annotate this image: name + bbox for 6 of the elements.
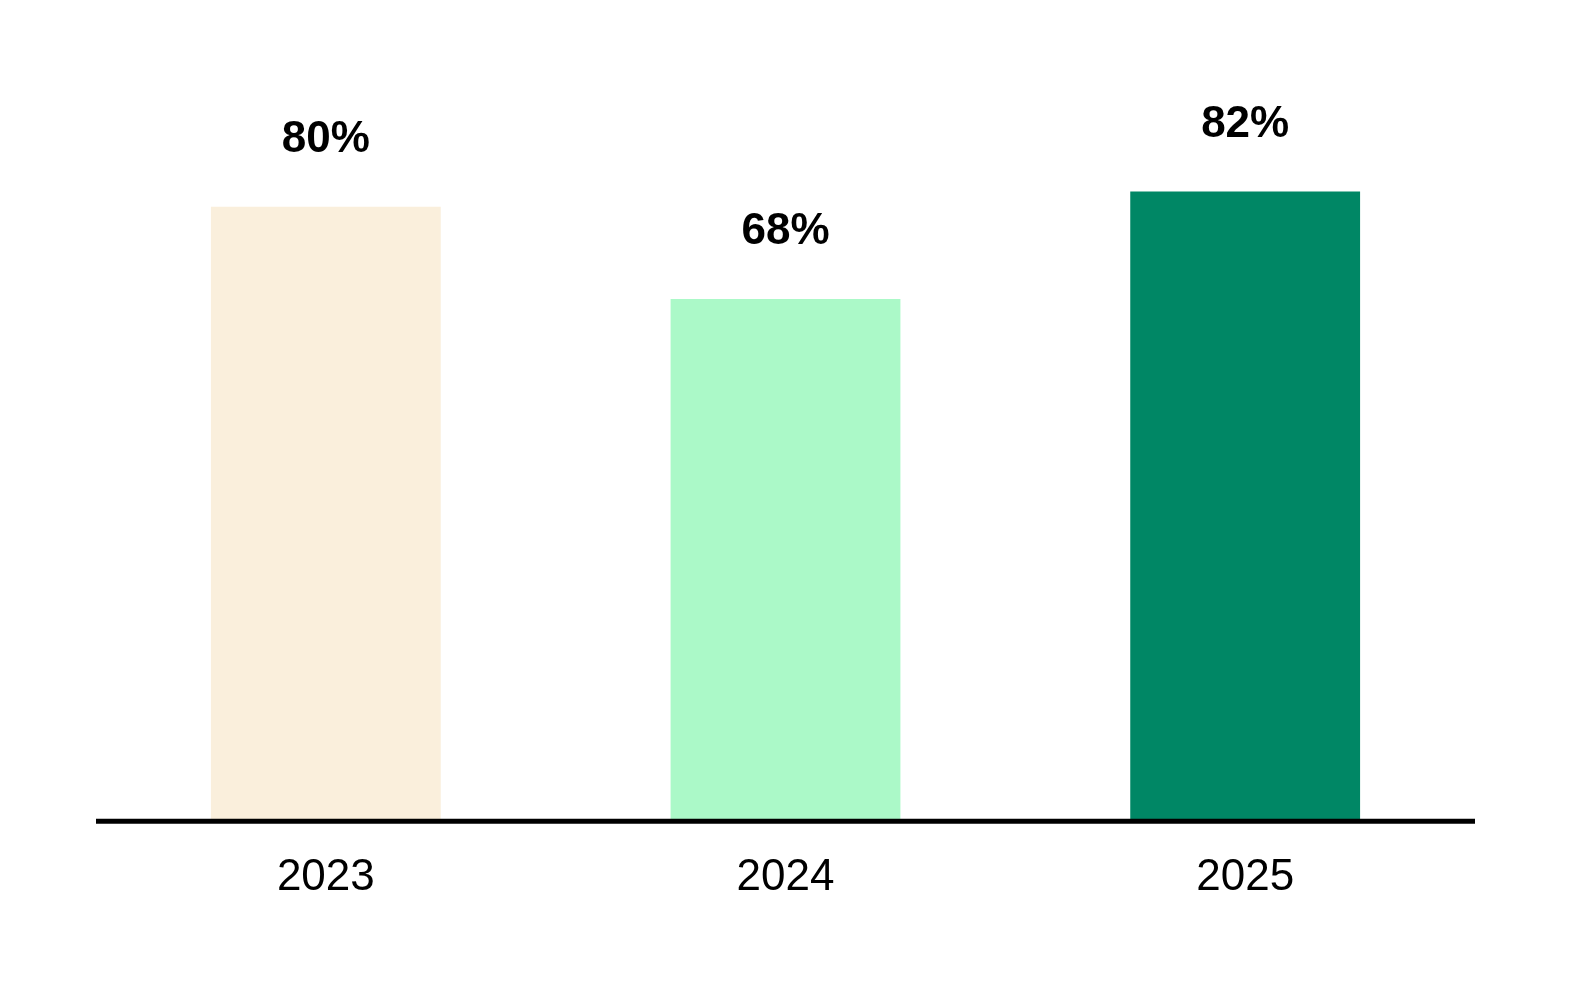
data-label: 80% [281,111,370,161]
data-label: 82% [1201,96,1290,146]
x-tick-label: 2025 [1196,849,1295,899]
x-tick-label: 2023 [276,849,375,899]
data-label: 68% [741,204,830,254]
x-tick-label: 2024 [736,849,835,899]
